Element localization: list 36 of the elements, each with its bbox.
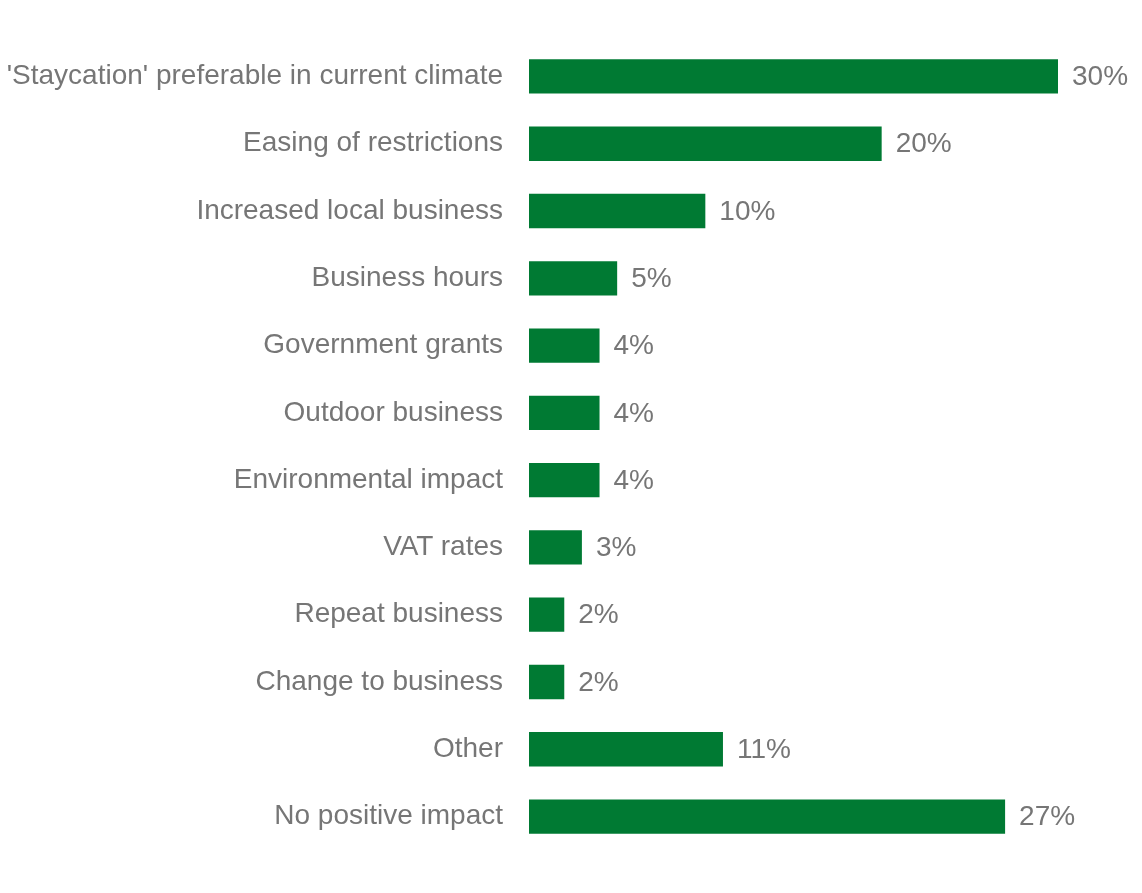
y-tick-label: 'Staycation' preferable in current climate [6, 59, 503, 91]
data-label: 4% [613, 329, 654, 361]
y-tick-label: No positive impact [274, 799, 504, 831]
y-tick-label: Easing of restrictions [243, 126, 503, 158]
data-label: 10% [719, 194, 776, 226]
data-label: 4% [613, 463, 654, 495]
y-tick-label: Environmental impact [233, 462, 504, 494]
data-label: 2% [578, 665, 619, 697]
y-tick-label: Other [432, 731, 503, 763]
data-label: 20% [895, 127, 952, 159]
bar [529, 395, 600, 431]
y-tick-label: VAT rates [383, 530, 503, 562]
bar [529, 193, 706, 229]
bar [529, 261, 618, 296]
data-label: 2% [578, 598, 619, 630]
data-label: 30% [1072, 60, 1129, 92]
y-tick-label: Repeat business [294, 597, 503, 629]
bar [529, 732, 723, 767]
bar [529, 328, 600, 363]
y-tick-label: Change to business [255, 664, 503, 696]
bar [529, 59, 1058, 94]
bar [529, 799, 1006, 834]
data-label: 27% [1019, 800, 1076, 832]
bar [529, 530, 582, 565]
y-tick-label: Increased local business [196, 193, 503, 225]
bar [529, 462, 600, 498]
data-label: 5% [631, 262, 672, 294]
bar [529, 597, 565, 632]
data-label: 11% [736, 732, 791, 764]
bar [529, 126, 882, 161]
bar [529, 664, 565, 700]
data-label: 4% [613, 396, 654, 428]
data-label: 3% [595, 531, 637, 563]
y-tick-label: Government grants [263, 328, 503, 360]
y-tick-label: Outdoor business [283, 395, 503, 427]
y-tick-label: Business hours [311, 261, 503, 293]
